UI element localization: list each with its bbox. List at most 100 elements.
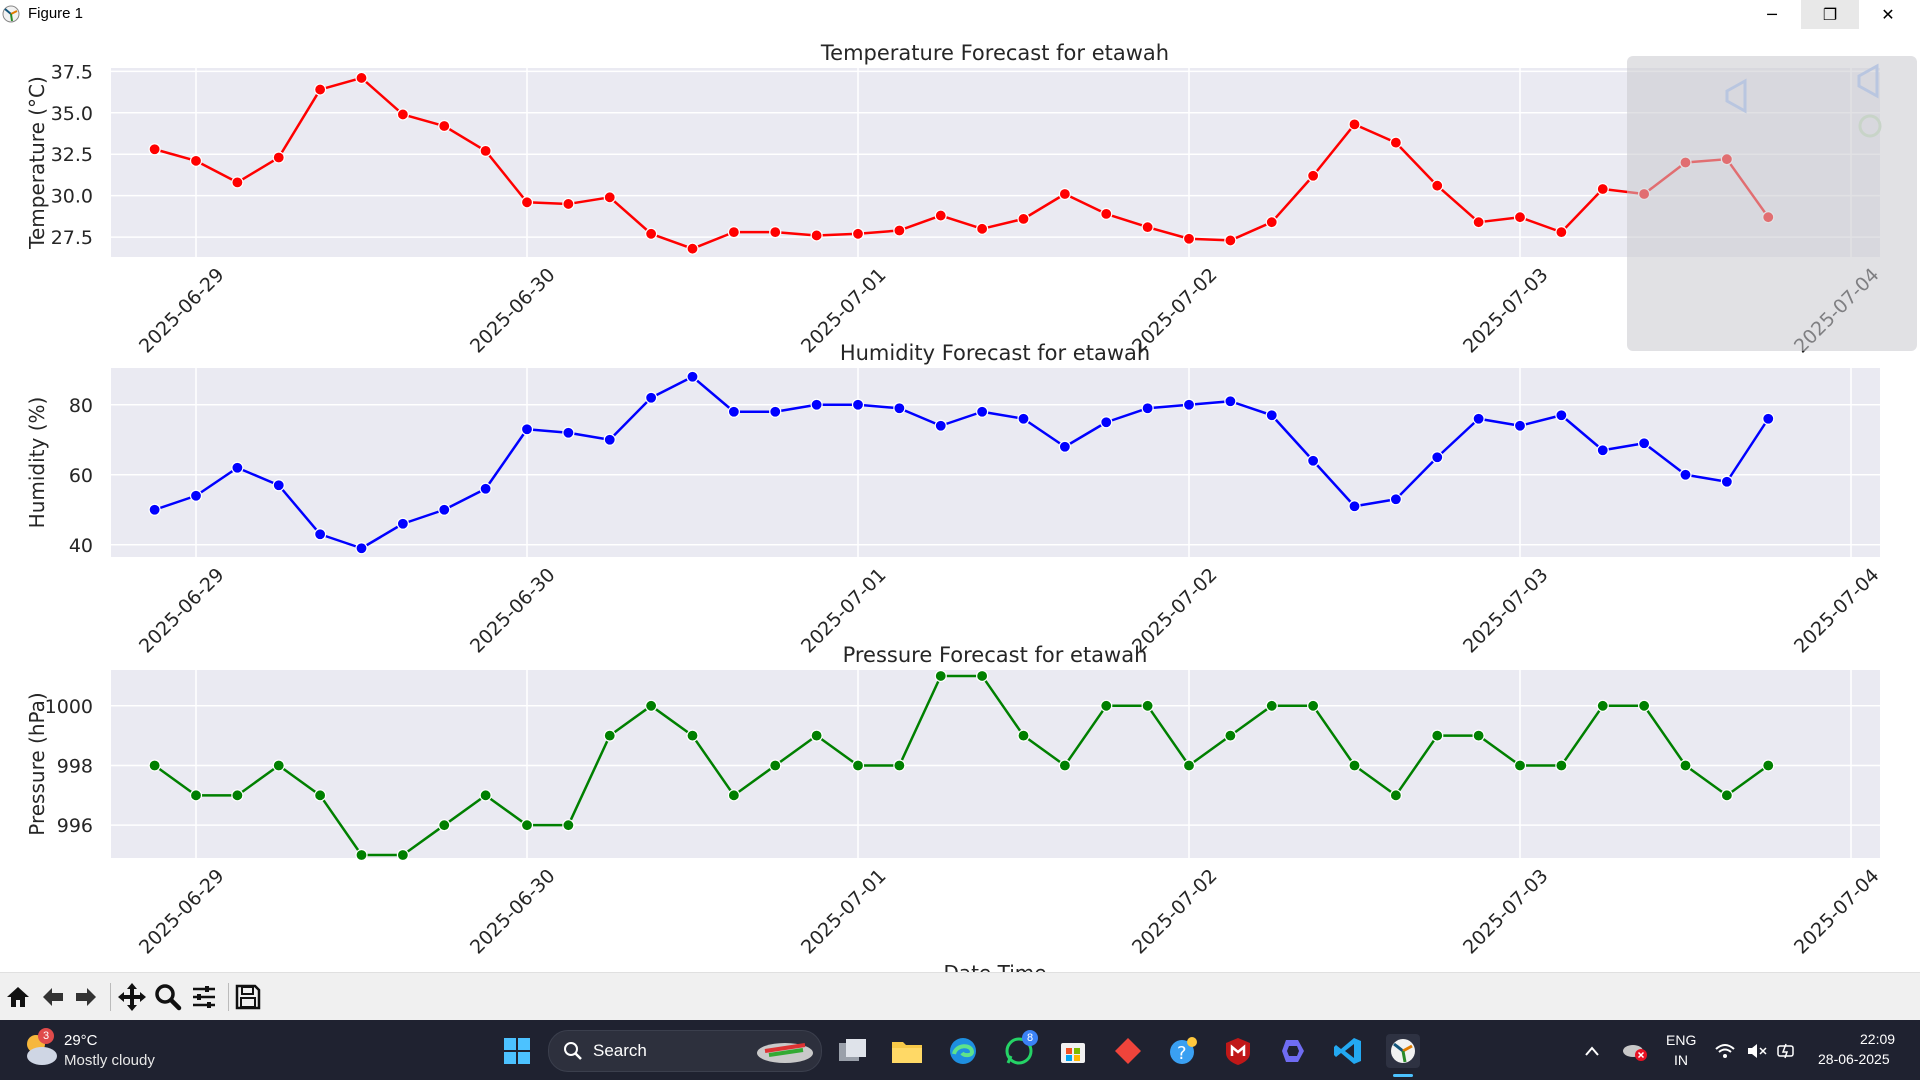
- x-tick-label: 2025-06-29: [135, 264, 229, 358]
- matplotlib-taskbar-icon[interactable]: [1386, 1034, 1420, 1068]
- data-point: [355, 71, 368, 85]
- forward-arrow-icon[interactable]: [70, 981, 102, 1013]
- plot-area-2: [111, 368, 1880, 557]
- file-explorer-icon[interactable]: [890, 1034, 924, 1068]
- taskbar-search-box[interactable]: Search: [548, 1030, 822, 1072]
- back-arrow-icon[interactable]: [37, 981, 69, 1013]
- data-point: [1141, 699, 1154, 712]
- y-axis-label: Temperature (°C): [25, 76, 49, 250]
- x-tick-label: 2025-07-02: [1128, 865, 1222, 959]
- data-point: [396, 848, 409, 862]
- data-point: [1348, 118, 1361, 131]
- figure-canvas[interactable]: 2025-06-29 2025-06-30 2025-07-01 2025-07-02…: [0, 29, 1920, 972]
- data-point: [893, 224, 906, 237]
- save-icon[interactable]: [232, 981, 264, 1013]
- data-point: [562, 197, 575, 211]
- maximize-button[interactable]: ❐: [1801, 0, 1859, 29]
- battery-charging-icon[interactable]: [1770, 1034, 1804, 1068]
- minimize-button[interactable]: ─: [1767, 5, 1777, 24]
- data-point: [1513, 211, 1527, 224]
- pan-icon[interactable]: [116, 981, 148, 1013]
- language-region[interactable]: IN: [1674, 1052, 1688, 1068]
- y-tick-label: 27.5: [51, 227, 93, 249]
- data-point: [1058, 187, 1071, 201]
- plot-area-3: [111, 670, 1880, 858]
- data-point: [1555, 759, 1568, 772]
- data-point: [1182, 398, 1196, 411]
- data-point: [1017, 212, 1030, 225]
- series-line: [154, 76, 1770, 250]
- microsoft-store-icon[interactable]: [1056, 1034, 1090, 1068]
- series-line: [153, 674, 1769, 857]
- whatsapp-icon[interactable]: [1002, 1034, 1036, 1068]
- data-point: [1638, 437, 1651, 450]
- data-point: [1472, 412, 1485, 425]
- vscode-icon[interactable]: [1331, 1034, 1365, 1068]
- data-point: [1638, 699, 1651, 712]
- data-point: [438, 503, 451, 516]
- task-view-icon[interactable]: [836, 1034, 870, 1068]
- data-point: [355, 542, 368, 555]
- data-point: [1679, 759, 1692, 772]
- onedrive-error-icon[interactable]: [1618, 1034, 1652, 1068]
- data-point: [810, 229, 823, 242]
- data-point: [1058, 759, 1071, 772]
- data-point: [148, 503, 161, 516]
- home-icon[interactable]: [2, 981, 34, 1013]
- clock-time[interactable]: 22:09: [1860, 1031, 1896, 1047]
- anydesk-icon[interactable]: [1111, 1034, 1145, 1068]
- help-tips-icon[interactable]: ?: [1166, 1034, 1200, 1068]
- matplotlib-app-icon: [2, 5, 20, 23]
- data-point: [1596, 444, 1609, 457]
- data-point: [1431, 451, 1444, 464]
- data-point: [686, 370, 699, 383]
- configure-subplots-icon[interactable]: [188, 981, 220, 1013]
- x-tick-label: 2025-06-29: [135, 564, 229, 658]
- data-point: [1182, 232, 1196, 245]
- data-point: [645, 699, 658, 712]
- data-point: [686, 242, 699, 255]
- data-point: [520, 819, 534, 832]
- weather-widget[interactable]: 3 29°C Mostly cloudy: [18, 1026, 168, 1074]
- data-point: [1058, 440, 1071, 453]
- whatsapp-badge: 8: [1022, 1030, 1038, 1046]
- edge-browser-icon[interactable]: [946, 1034, 980, 1068]
- data-point: [645, 227, 658, 240]
- data-point: [851, 759, 865, 772]
- data-point: [727, 789, 740, 802]
- language-code[interactable]: ENG: [1666, 1032, 1697, 1048]
- data-point: [893, 759, 906, 772]
- data-point: [1224, 234, 1237, 247]
- data-point: [769, 759, 782, 772]
- mcafee-icon[interactable]: [1221, 1034, 1255, 1068]
- data-point: [810, 398, 823, 411]
- close-button[interactable]: ✕: [1881, 5, 1895, 24]
- data-point: [479, 789, 492, 802]
- windows-start-icon[interactable]: [500, 1034, 534, 1068]
- data-point: [1265, 699, 1278, 712]
- data-point: [231, 176, 244, 189]
- clock-date[interactable]: 28-06-2025: [1818, 1051, 1890, 1067]
- data-point: [851, 227, 865, 240]
- data-point: [1182, 759, 1196, 772]
- data-point: [314, 83, 327, 96]
- copilot-icon[interactable]: [1276, 1034, 1310, 1068]
- data-point: [1100, 699, 1113, 712]
- weather-condition: Mostly cloudy: [64, 1052, 155, 1069]
- speaker-muted-icon[interactable]: [1740, 1034, 1774, 1068]
- data-point: [231, 789, 244, 802]
- data-point: [1555, 226, 1568, 239]
- figure-svg[interactable]: 2025-06-29 2025-06-30 2025-07-01 2025-07-02…: [0, 29, 1920, 972]
- data-point: [272, 151, 285, 164]
- data-point: [148, 143, 161, 156]
- data-point: [1762, 412, 1775, 425]
- show-hidden-icons-chevron-icon[interactable]: [1575, 1034, 1609, 1068]
- x-tick-label: 2025-06-30: [466, 264, 560, 358]
- data-point: [1017, 729, 1030, 742]
- wifi-icon[interactable]: [1708, 1034, 1742, 1068]
- data-point: [976, 669, 989, 683]
- zoom-icon[interactable]: [152, 981, 184, 1013]
- data-point: [272, 479, 285, 492]
- y-tick-label: 60: [69, 465, 93, 487]
- weather-temp: 29°C: [64, 1032, 98, 1049]
